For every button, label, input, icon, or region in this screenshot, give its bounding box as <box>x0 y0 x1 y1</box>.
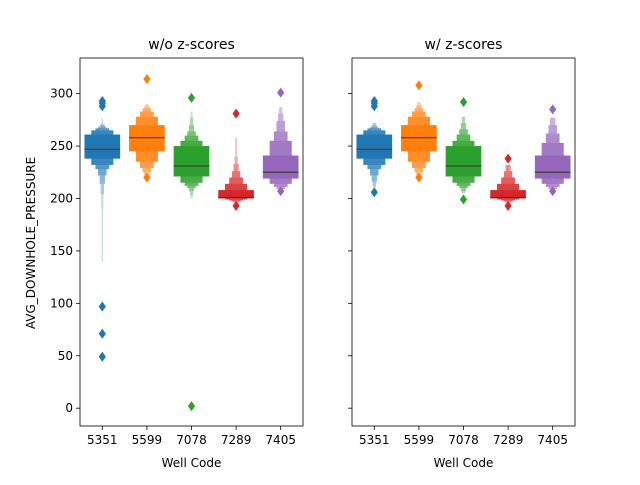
x-tick-label: 5351 <box>359 433 390 447</box>
x-tick-label: 7078 <box>176 433 207 447</box>
y-tick-label: 150 <box>50 244 73 258</box>
x-tick-label: 7289 <box>493 433 524 447</box>
x-tick-label: 7405 <box>265 433 296 447</box>
outlier-marker <box>504 200 512 211</box>
y-tick-label: 250 <box>50 139 73 153</box>
outlier-marker <box>98 328 106 339</box>
boxen-level <box>356 134 393 159</box>
panel-title: w/ z-scores <box>425 37 503 53</box>
outlier-marker <box>370 95 378 106</box>
outlier-marker <box>549 104 557 115</box>
outlier-marker <box>504 153 512 164</box>
panel-without-zscores: w/o z-scores Well Code AVG_DOWNHOLE_PRES… <box>24 37 304 470</box>
outlier-marker <box>415 172 423 183</box>
outlier-marker <box>277 186 285 197</box>
boxen-5599 <box>401 80 437 183</box>
x-tick-label: 7405 <box>537 433 568 447</box>
plot-area: 5351 5599 7078 7289 7405 <box>348 57 576 447</box>
y-axis-label: AVG_DOWNHOLE_PRESSURE <box>24 157 38 329</box>
outlier-marker <box>143 172 151 183</box>
y-tick-label: 100 <box>50 296 73 310</box>
x-axis-label: Well Code <box>434 456 494 470</box>
boxen-level <box>490 190 526 199</box>
boxen-7405 <box>262 87 299 197</box>
outlier-marker <box>143 73 151 84</box>
x-tick-label: 5599 <box>404 433 435 447</box>
outlier-marker <box>549 186 557 197</box>
outlier-marker <box>187 401 196 412</box>
x-tick-label: 5599 <box>132 433 163 447</box>
boxen-7289 <box>218 108 254 211</box>
y-tick-label: 50 <box>58 349 73 363</box>
boxen-level <box>534 155 571 179</box>
panel-title: w/o z-scores <box>148 37 235 53</box>
boxen-level <box>218 190 254 199</box>
boxen-5351 <box>84 95 121 362</box>
outlier-marker <box>459 194 468 205</box>
outlier-marker <box>187 92 196 103</box>
boxen-level <box>84 134 121 159</box>
outlier-marker <box>98 95 106 106</box>
x-tick-label: 7078 <box>448 433 479 447</box>
y-tick-label: 0 <box>65 401 73 415</box>
boxen-5351 <box>356 95 393 198</box>
boxen-7078 <box>445 97 482 205</box>
outlier-marker <box>277 87 285 98</box>
boxen-7405 <box>534 104 571 197</box>
outlier-marker <box>415 80 423 91</box>
boxen-level <box>262 155 299 179</box>
outlier-marker <box>459 97 468 108</box>
outlier-marker <box>232 108 240 119</box>
boxen-level <box>173 146 210 177</box>
boxen-7078 <box>173 92 210 412</box>
x-tick-label: 5351 <box>87 433 118 447</box>
y-tick-label: 300 <box>50 87 73 101</box>
outlier-marker <box>98 351 106 362</box>
boxen-5599 <box>129 73 165 183</box>
y-tick-label: 200 <box>50 191 73 205</box>
axes-frame <box>351 57 576 427</box>
panel-with-zscores: w/ z-scores Well Code 5351 5599 7078 7289 74… <box>348 37 576 470</box>
outlier-marker <box>232 200 240 211</box>
x-tick-label: 7289 <box>221 433 252 447</box>
outlier-marker <box>98 301 106 312</box>
x-axis-label: Well Code <box>162 456 222 470</box>
boxen-7289 <box>490 153 526 211</box>
plot-area: 0 50 100 150 200 250 300 5351 5599 7078 7289 7405 <box>50 57 304 447</box>
outlier-marker <box>370 187 378 198</box>
boxen-level <box>445 146 482 177</box>
